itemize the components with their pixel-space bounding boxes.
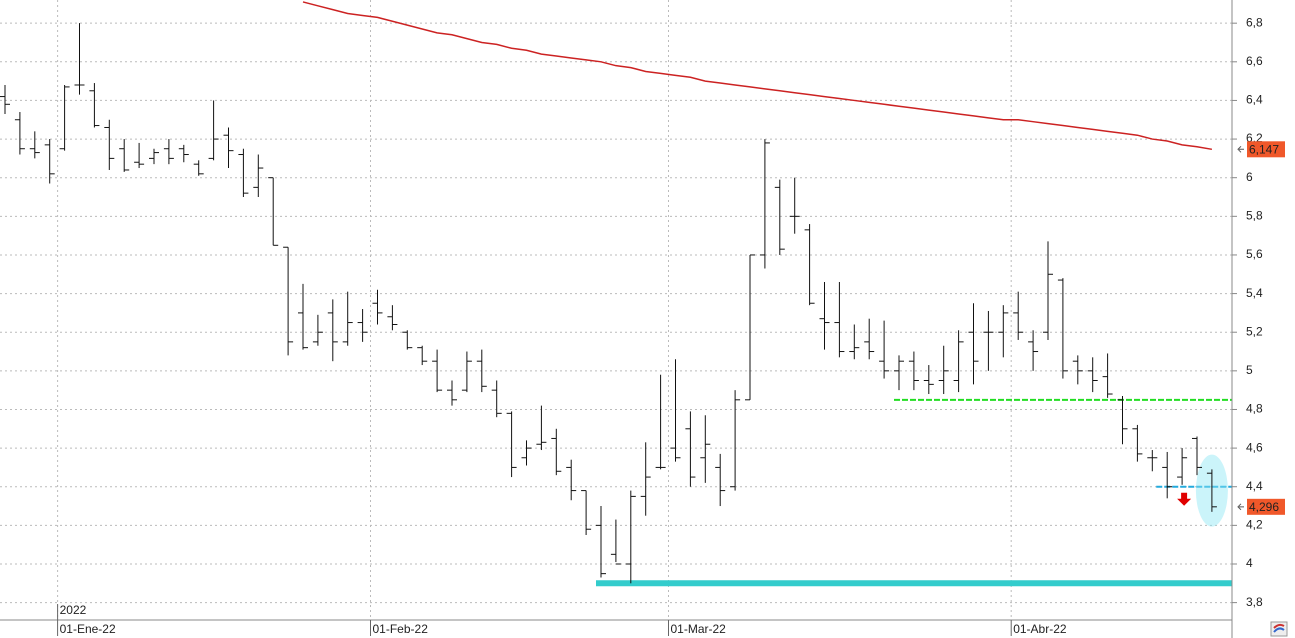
year-label: 2022 [60, 603, 87, 617]
y-tick-label: 4,4 [1246, 479, 1263, 493]
x-axis-band [0, 620, 1295, 638]
y-tick-label: 6,6 [1246, 54, 1263, 68]
y-tick-label: 6,4 [1246, 93, 1263, 107]
y-tick-label: 5,2 [1246, 324, 1263, 338]
last-value-box [1247, 141, 1285, 158]
last-value-label: 4,296 [1249, 500, 1279, 514]
grid [0, 0, 1232, 620]
x-tick-label: 01-Abr-22 [1013, 622, 1067, 636]
y-tick-label: 3,8 [1246, 595, 1263, 609]
last-value-pointer [1237, 503, 1244, 511]
y-tick-label: 6 [1246, 170, 1253, 184]
last-value-pointer [1237, 145, 1244, 153]
logo-icon [1270, 621, 1288, 637]
last-value-label: 6,147 [1249, 142, 1279, 156]
y-tick-label: 4,2 [1246, 518, 1263, 532]
y-tick-label: 4 [1246, 556, 1253, 570]
y-tick-label: 5,6 [1246, 247, 1263, 261]
y-tick-label: 4,6 [1246, 440, 1263, 454]
y-tick-label: 5,8 [1246, 208, 1263, 222]
last-value-box [1247, 498, 1285, 515]
y-tick-label: 6,8 [1246, 15, 1263, 29]
x-tick-label: 01-Ene-22 [60, 622, 116, 636]
down-arrow [1177, 492, 1192, 506]
x-tick-label: 01-Feb-22 [373, 622, 429, 636]
plot-area [0, 1, 1232, 587]
axes: 3,844,24,44,64,855,25,45,65,866,26,46,66… [57, 15, 1285, 636]
y-tick-label: 5,4 [1246, 286, 1263, 300]
y-tick-label: 5 [1246, 363, 1253, 377]
y-tick-label: 4,8 [1246, 402, 1263, 416]
moving-average [302, 1, 1213, 151]
x-tick-label: 01-Mar-22 [671, 622, 727, 636]
